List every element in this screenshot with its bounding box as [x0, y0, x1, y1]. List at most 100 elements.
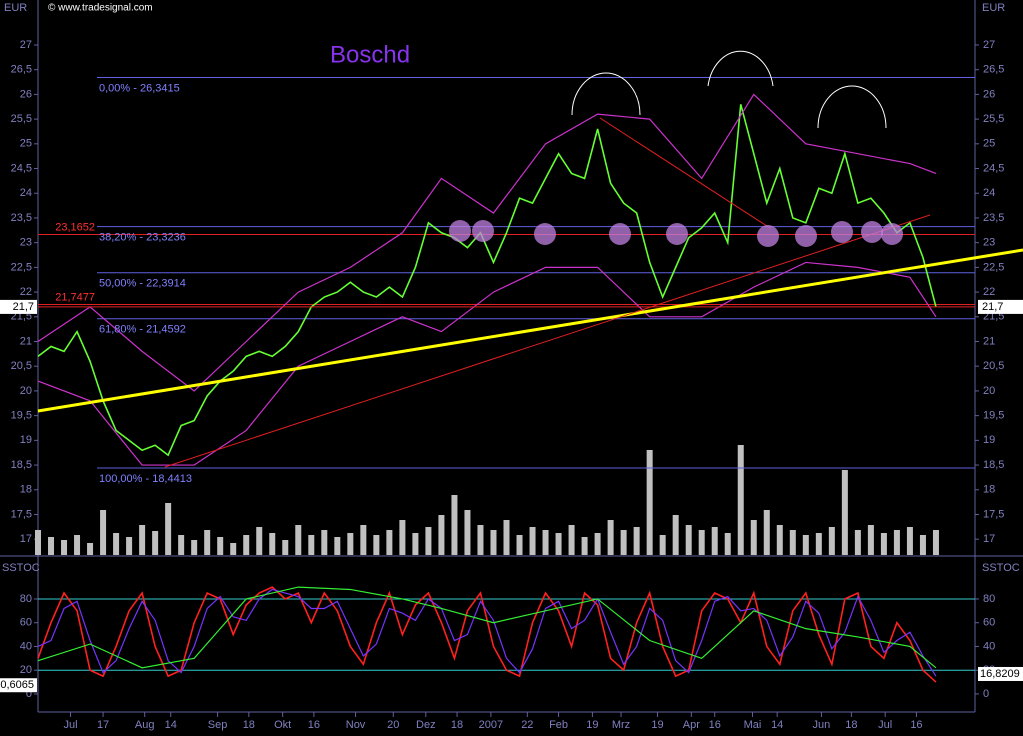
- volume-bar: [633, 527, 640, 555]
- y-tick-label: 18: [20, 484, 32, 496]
- x-tick-label: Nov: [346, 719, 366, 731]
- arc: [817, 85, 887, 129]
- volume-bar: [217, 537, 224, 555]
- volume-bar: [308, 535, 315, 555]
- volume-bar: [555, 533, 562, 555]
- x-tick-label: 19: [586, 719, 598, 731]
- x-tick-label: 17: [97, 719, 109, 731]
- trend-line: [37, 248, 1023, 413]
- volume-bar: [841, 470, 848, 555]
- y-tick-label: 22,5: [983, 261, 1004, 273]
- volume-bar: [438, 515, 445, 555]
- volume-bar: [48, 537, 55, 555]
- fib-label: 0,00% - 26,3415: [99, 82, 180, 94]
- y-tick-label: 26: [983, 88, 995, 100]
- y-tick-label: 18,5: [11, 459, 32, 471]
- volume-bar: [321, 530, 328, 555]
- volume-bar: [646, 450, 653, 555]
- volume-bar: [282, 540, 289, 555]
- volume-bar: [698, 530, 705, 555]
- y-tick-label: 22: [983, 286, 995, 298]
- volume-bar: [815, 533, 822, 555]
- y-tick-label: 20: [20, 664, 32, 676]
- volume-bar: [672, 515, 679, 555]
- volume-bar: [477, 525, 484, 555]
- circles: [449, 220, 903, 247]
- y-tick-label: 25: [983, 138, 995, 150]
- x-tick-label: Aug: [135, 719, 155, 731]
- x-tick-label: 16: [910, 719, 922, 731]
- y-tick-label: 20: [20, 385, 32, 397]
- volume-bar: [165, 503, 172, 555]
- fib-label: 100,00% - 18,4413: [99, 473, 192, 485]
- y-tick-label: 25,5: [11, 113, 32, 125]
- circle: [861, 221, 883, 243]
- volume-bar: [607, 520, 614, 555]
- volume-bar: [347, 533, 354, 555]
- volume-bar: [100, 510, 107, 555]
- circle: [757, 225, 779, 247]
- value-box: [978, 666, 1023, 681]
- volume-bar: [737, 445, 744, 555]
- x-tick-label: Mrz: [612, 719, 630, 731]
- arc: [707, 50, 774, 87]
- y-tick-label: 80: [983, 593, 995, 605]
- y-tick-label: 25: [20, 138, 32, 150]
- circle: [881, 223, 903, 245]
- volume-bar: [87, 543, 94, 555]
- volume-bar: [243, 535, 250, 555]
- y-tick-label: 40: [20, 640, 32, 652]
- x-tick-label: 20: [387, 719, 399, 731]
- volume-bar: [113, 533, 120, 555]
- volume-bar: [529, 527, 536, 555]
- unit-right: EUR: [982, 2, 1005, 14]
- volume-bar: [230, 543, 237, 555]
- volume-bar: [542, 530, 549, 555]
- y-tick-label: 40: [983, 640, 995, 652]
- volume-bar: [386, 530, 393, 555]
- volume-bar: [880, 533, 887, 555]
- volume-bar: [685, 525, 692, 555]
- trend-line: [164, 214, 931, 468]
- volume-bar: [750, 520, 757, 555]
- annotations: [37, 50, 1023, 468]
- series-line: [37, 104, 937, 457]
- x-tick-label: Jul: [878, 719, 892, 731]
- y-tick-label: 27: [20, 39, 32, 51]
- value-box-label: 0,6065: [0, 679, 34, 691]
- volume-bar: [724, 533, 731, 555]
- y-tick-label: 23: [20, 237, 32, 249]
- chart-title: Boschd: [330, 41, 410, 68]
- y-tick-label: 20,5: [983, 360, 1004, 372]
- stoch-title-right: SSTOC: [982, 562, 1020, 574]
- y-tick-label: 18,5: [983, 459, 1004, 471]
- volume-bar: [893, 530, 900, 555]
- volume-bar: [412, 533, 419, 555]
- fib-label: 61,80% - 21,4592: [99, 324, 186, 336]
- y-tick-label: 17,5: [11, 508, 32, 520]
- y-tick-label: 21: [983, 335, 995, 347]
- y-tick-label: 19: [20, 434, 32, 446]
- fib-label: 50,00% - 22,3914: [99, 278, 186, 290]
- volume-bar: [126, 537, 133, 555]
- volume-bar: [854, 530, 861, 555]
- x-tick-label: 19: [651, 719, 663, 731]
- volume-bar: [620, 530, 627, 555]
- volume-bar: [802, 535, 809, 555]
- volume-bar: [178, 535, 185, 555]
- y-tick-label: 20,5: [11, 360, 32, 372]
- volume-bar: [776, 525, 783, 555]
- volume-bar: [932, 530, 939, 555]
- volume-bar: [906, 527, 913, 555]
- circle: [449, 220, 471, 242]
- x-tick-label: Apr: [683, 719, 700, 731]
- x-tick-label: Dez: [416, 719, 436, 731]
- volume-bar: [334, 537, 341, 555]
- series-line: [37, 261, 937, 466]
- y-tick-label: 22: [20, 286, 32, 298]
- mark-label: 21,7477: [55, 291, 95, 303]
- circle: [609, 223, 631, 245]
- y-tick-label: 19: [983, 434, 995, 446]
